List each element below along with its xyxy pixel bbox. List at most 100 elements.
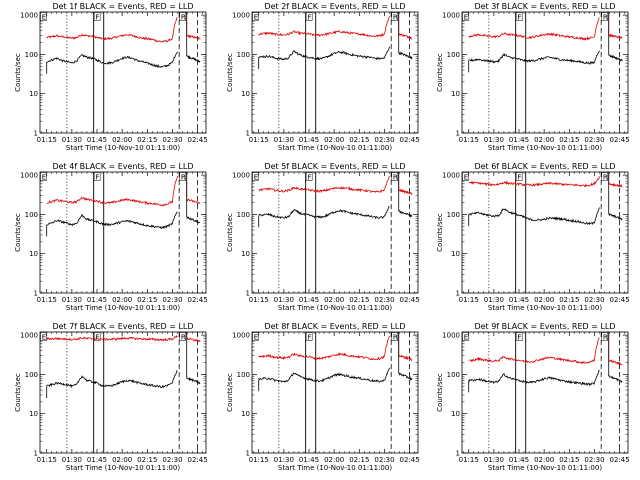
marker-letter: R (603, 333, 608, 341)
series-lld (46, 334, 178, 342)
y-tick-label: 1 (456, 130, 460, 138)
x-tick-label: 02:15 (137, 136, 157, 144)
x-axis-label: Start Time (10-Nov-10 01:11:00) (66, 304, 180, 312)
panel-title: Det 5f BLACK = Events, RED = LLD (264, 162, 405, 171)
y-tick-label: 1000 (442, 172, 460, 180)
series-events (258, 367, 390, 383)
series-lld-tail (608, 182, 623, 188)
x-tick-label: 01:45 (299, 296, 319, 304)
y-tick-label: 1000 (20, 332, 38, 340)
marker-box (40, 172, 47, 181)
x-tick-label: 01:45 (509, 136, 529, 144)
series-events (46, 51, 178, 69)
panel-2: Det 2f BLACK = Events, RED = LLD 1 10 100 10… (226, 2, 420, 152)
x-tick-label: 01:30 (62, 136, 82, 144)
y-tick-label: 1000 (232, 172, 250, 180)
panel-8: Det 8f BLACK = Events, RED = LLD 1 10 100 10… (226, 322, 420, 472)
y-tick-label: 10 (29, 250, 38, 258)
plot-frame (39, 171, 207, 294)
panel-9: Det 9f BLACK = Events, RED = LLD 1 10 100 10… (436, 322, 630, 472)
plot-frame (461, 331, 629, 454)
panel-title: Det 1f BLACK = Events, RED = LLD (52, 2, 193, 11)
series-lld (468, 337, 600, 365)
panel-title: Det 4f BLACK = Events, RED = LLD (52, 162, 193, 171)
x-tick-label: 01:45 (87, 136, 107, 144)
plot-frame (39, 11, 207, 134)
y-axis-label: Counts/sec (226, 373, 234, 412)
x-tick-label: 02:15 (349, 136, 369, 144)
series-events-tail (186, 54, 201, 63)
y-tick-label: 1 (456, 450, 460, 458)
series-events-tail (398, 372, 413, 382)
y-tick-label: 100 (25, 371, 38, 379)
series-events (468, 207, 600, 226)
series-events-tail (608, 54, 623, 62)
x-tick-label: 02:45 (188, 296, 208, 304)
x-tick-label: 02:00 (112, 136, 132, 144)
plot-frame (251, 11, 419, 134)
marker-box (93, 172, 101, 181)
series-lld-tail (608, 33, 623, 40)
y-tick-label: 1 (34, 130, 38, 138)
y-tick-label: 100 (447, 51, 460, 59)
x-axis-label: Start Time (10-Nov-10 01:11:00) (488, 304, 602, 312)
x-tick-label: 02:00 (534, 136, 554, 144)
x-tick-label: 01:45 (509, 296, 529, 304)
y-axis-label: Counts/sec (226, 213, 234, 252)
series-lld-tail (186, 34, 201, 40)
marker-box (515, 332, 523, 341)
y-tick-label: 1000 (442, 12, 460, 20)
y-tick-label: 100 (237, 51, 250, 59)
x-tick-label: 02:00 (534, 456, 554, 464)
x-tick-label: 02:15 (559, 456, 579, 464)
x-tick-label: 02:30 (162, 136, 182, 144)
y-tick-label: 1000 (232, 12, 250, 20)
marker-box (462, 12, 469, 21)
series-lld (46, 176, 178, 207)
plot-frame (461, 171, 629, 294)
marker-box (391, 12, 398, 21)
marker-letter: F (517, 333, 521, 341)
marker-box (515, 172, 523, 181)
x-tick-label: 02:45 (400, 136, 420, 144)
marker-box (305, 332, 313, 341)
y-tick-label: 1 (246, 450, 250, 458)
x-tick-label: 02:15 (137, 456, 157, 464)
series-lld (258, 335, 390, 361)
series-events (46, 211, 178, 230)
marker-letter: E (254, 173, 258, 181)
marker-letter: F (307, 173, 311, 181)
marker-letter: E (42, 13, 46, 21)
y-tick-label: 100 (25, 211, 38, 219)
series-lld (258, 175, 390, 194)
x-tick-label: 02:45 (610, 136, 630, 144)
marker-box (305, 12, 313, 21)
series-events (46, 370, 178, 389)
marker-letter: F (517, 173, 521, 181)
series-lld-tail (608, 359, 623, 366)
y-tick-label: 100 (237, 211, 250, 219)
panel-6: Det 6f BLACK = Events, RED = LLD 1 10 100 10… (436, 162, 630, 312)
y-tick-label: 1000 (20, 12, 38, 20)
x-tick-label: 02:15 (349, 296, 369, 304)
marker-letter: F (95, 173, 99, 181)
y-tick-label: 10 (451, 410, 460, 418)
marker-letter: E (254, 333, 258, 341)
x-tick-label: 01:45 (87, 456, 107, 464)
x-tick-label: 01:15 (249, 456, 269, 464)
marker-letter: R (393, 13, 398, 21)
y-tick-label: 100 (447, 371, 460, 379)
y-tick-label: 1000 (20, 172, 38, 180)
x-axis-label: Start Time (10-Nov-10 01:11:00) (488, 144, 602, 152)
marker-letter: F (307, 13, 311, 21)
series-lld-tail (186, 336, 201, 343)
x-tick-label: 02:45 (610, 296, 630, 304)
marker-box (601, 12, 608, 21)
x-tick-label: 01:45 (299, 136, 319, 144)
marker-letter: R (393, 173, 398, 181)
x-tick-label: 01:45 (299, 456, 319, 464)
x-tick-label: 02:00 (324, 456, 344, 464)
x-tick-label: 02:15 (559, 136, 579, 144)
x-tick-label: 02:45 (610, 456, 630, 464)
x-axis-label: Start Time (10-Nov-10 01:11:00) (488, 464, 602, 472)
